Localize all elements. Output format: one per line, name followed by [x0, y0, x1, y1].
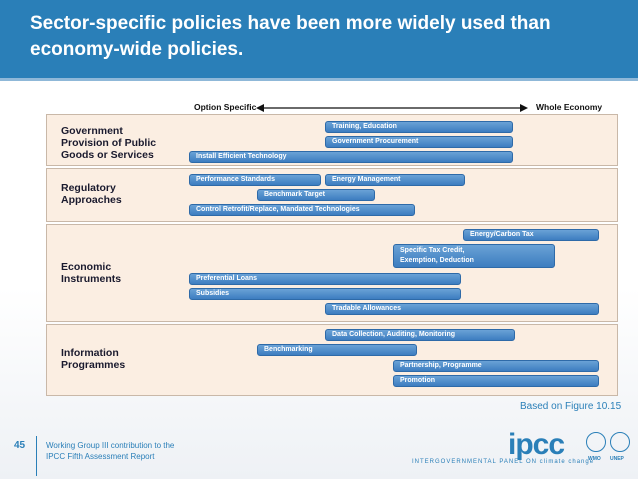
- group-label: Information Programmes: [61, 347, 125, 371]
- ipcc-logo: ipcc: [508, 428, 565, 461]
- bar-tradable-allowances: Tradable Allowances: [325, 303, 599, 315]
- footer-line: IPCC Fifth Assessment Report: [46, 452, 155, 461]
- footer-divider: [36, 436, 37, 476]
- group-label: Regulatory Approaches: [61, 182, 122, 206]
- wmo-label: WMO: [588, 456, 601, 462]
- bar-specific-tax-credit: Specific Tax Credit, Exemption, Deductio…: [393, 244, 555, 268]
- group-label-line: Instruments: [61, 273, 122, 285]
- bar-control-retrofit: Control Retrofit/Replace, Mandated Techn…: [189, 204, 415, 216]
- unep-seal-icon: [610, 432, 630, 452]
- bar-benchmarking: Benchmarking: [257, 344, 417, 356]
- unep-label: UNEP: [610, 456, 624, 462]
- bar-subsidies: Subsidies: [189, 288, 461, 300]
- ipcc-logo-subtitle: INTERGOVERNMENTAL PANEL ON climate chang…: [412, 459, 595, 465]
- wmo-seal-icon: [586, 432, 606, 452]
- footer-text: Working Group III contribution to the IP…: [46, 440, 174, 462]
- bar-energy-management: Energy Management: [325, 174, 465, 186]
- slide-title: Sector-specific policies have been more …: [30, 13, 551, 60]
- bar-performance-standards: Performance Standards: [189, 174, 321, 186]
- bar-install-efficient-technology: Install Efficient Technology: [189, 151, 513, 163]
- footer-line: Working Group III contribution to the: [46, 441, 175, 450]
- bar-benchmark-target: Benchmark Target: [257, 189, 375, 201]
- group-economic: Economic Instruments Energy/Carbon Tax S…: [46, 224, 618, 322]
- group-label-line: Goods or Services: [61, 149, 154, 161]
- bar-preferential-loans: Preferential Loans: [189, 273, 461, 285]
- bar-energy-carbon-tax: Energy/Carbon Tax: [463, 229, 599, 241]
- group-label-line: Provision of Public: [61, 137, 157, 149]
- axis-left-label: Option Specific: [194, 102, 257, 112]
- group-label-line: Information: [61, 347, 119, 359]
- bar-data-collection: Data Collection, Auditing, Monitoring: [325, 329, 515, 341]
- group-label-line: Approaches: [61, 194, 122, 206]
- bar-line: Exemption, Deduction: [400, 257, 474, 264]
- group-label: Government Provision of Public Goods or …: [61, 125, 156, 161]
- page-number: 45: [14, 440, 26, 451]
- axis-row: Option Specific Whole Economy: [0, 102, 638, 116]
- bar-training-education: Training, Education: [325, 121, 513, 133]
- bar-government-procurement: Government Procurement: [325, 136, 513, 148]
- group-information: Information Programmes Data Collection, …: [46, 324, 618, 396]
- double-arrow-icon: [256, 104, 528, 112]
- group-label-line: Government: [61, 125, 123, 137]
- slide-header: Sector-specific policies have been more …: [0, 0, 638, 81]
- group-label-line: Economic: [61, 261, 112, 273]
- bar-partnership-programme: Partnership, Programme: [393, 360, 599, 372]
- figure-caption: Based on Figure 10.15: [520, 401, 622, 412]
- axis-right-label: Whole Economy: [536, 102, 603, 112]
- group-label-line: Regulatory: [61, 182, 116, 194]
- group-label: Economic Instruments: [61, 261, 121, 285]
- group-label-line: Programmes: [61, 359, 126, 371]
- bar-line: Specific Tax Credit,: [400, 247, 465, 254]
- bar-promotion: Promotion: [393, 375, 599, 387]
- group-regulatory: Regulatory Approaches Performance Standa…: [46, 168, 618, 222]
- group-government: Government Provision of Public Goods or …: [46, 114, 618, 166]
